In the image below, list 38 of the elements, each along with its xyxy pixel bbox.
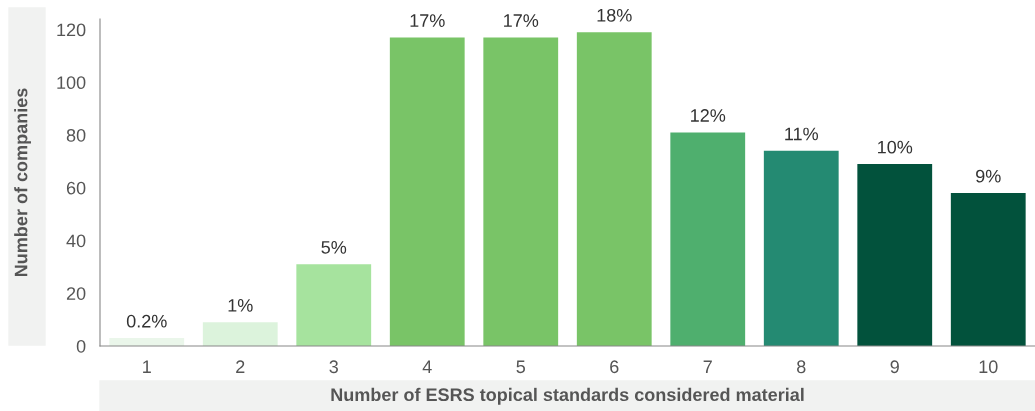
x-tick-label: 5: [516, 360, 526, 374]
annotation: 10%: [878, 140, 913, 154]
annotation: 0.2%: [126, 314, 167, 328]
bar: [857, 164, 933, 346]
y-tick-label: 60: [66, 181, 86, 195]
y-tick-label: 120: [57, 23, 86, 37]
x-tick-label: 7: [703, 360, 712, 373]
annotation: 12%: [691, 109, 726, 122]
y-tick-label: 100: [57, 76, 86, 90]
bar: [763, 150, 839, 346]
x-tick-label: 10: [979, 360, 998, 374]
annotation: 9%: [976, 169, 1001, 183]
x-tick-label: 1: [143, 360, 151, 373]
y-tick-label: 20: [66, 287, 86, 300]
y-tick-label: 80: [66, 128, 86, 142]
x-tick-label: 4: [422, 360, 432, 373]
annotation: 18%: [597, 8, 632, 22]
bar: [670, 132, 746, 346]
annotation: 11%: [785, 127, 819, 141]
annotation: 17%: [410, 14, 445, 27]
bar: [389, 37, 465, 346]
bar: [950, 193, 1026, 346]
y-tick-label: 40: [66, 234, 86, 248]
y-axis-title: Number of companies: [14, 88, 31, 277]
bar: [202, 322, 278, 346]
annotation: 17%: [504, 14, 539, 27]
bar: [576, 32, 652, 346]
bar: [296, 264, 372, 346]
x-tick-label: 6: [610, 360, 619, 374]
x-tick-label: 2: [236, 360, 245, 373]
x-axis-title: Number of ESRS topical standards considered material: [331, 387, 804, 405]
x-tick-label: 9: [890, 360, 899, 374]
annotation: 5%: [321, 241, 347, 254]
x-tick-label: 3: [329, 360, 338, 374]
y-tick-label: 0: [76, 339, 86, 353]
x-tick-label: 8: [797, 360, 806, 374]
annotation: 1%: [228, 299, 253, 312]
bar: [483, 37, 559, 346]
